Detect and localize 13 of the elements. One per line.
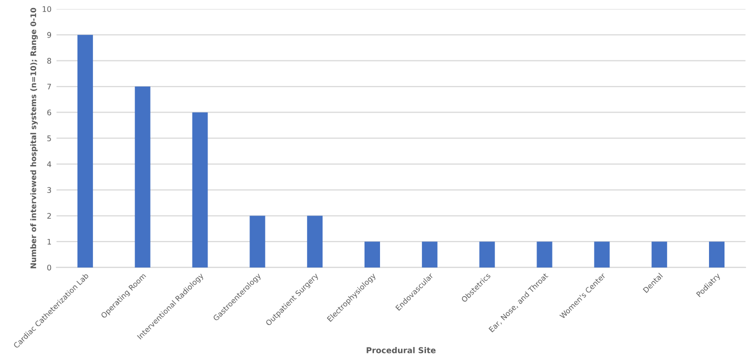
- bar: [364, 242, 380, 268]
- bar: [709, 242, 725, 268]
- x-axis-title: Procedural Site: [366, 347, 436, 354]
- bar: [479, 242, 495, 268]
- bar: [652, 242, 668, 268]
- bar: [594, 242, 610, 268]
- bar: [422, 242, 438, 268]
- bar: [77, 34, 93, 268]
- bar: [307, 216, 323, 268]
- bar: [134, 86, 150, 268]
- bar: [192, 112, 208, 268]
- bar: [536, 242, 552, 268]
- bar: [250, 216, 266, 268]
